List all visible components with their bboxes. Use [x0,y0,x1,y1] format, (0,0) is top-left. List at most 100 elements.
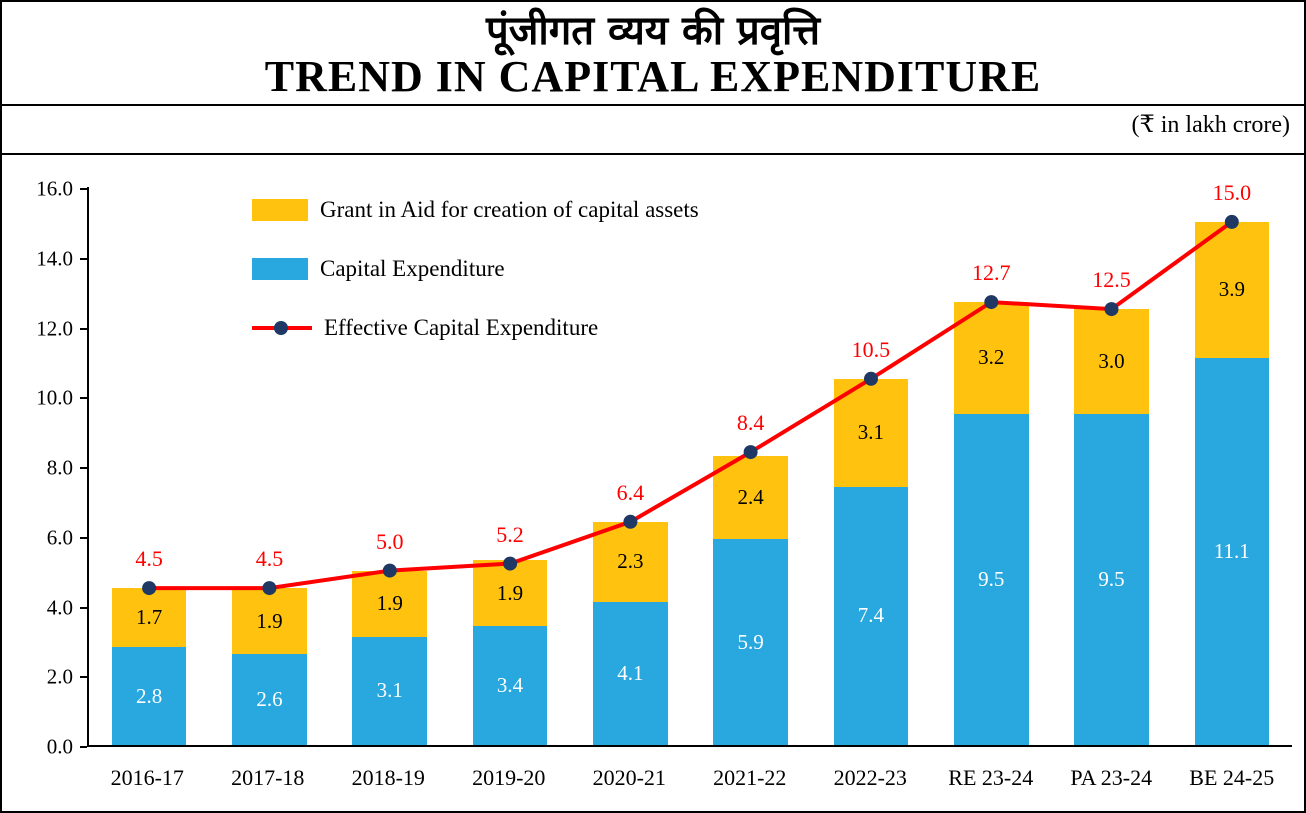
stacked-bar: 3.1 7.4 [833,378,909,745]
capex-value-label: 7.4 [857,603,885,628]
x-axis-label: 2018-19 [351,765,425,790]
x-axis-label: RE 23-24 [948,765,1034,790]
y-axis-label: 0.0 [46,734,73,759]
capex-value-label: 3.4 [496,673,524,698]
y-axis-label: 10.0 [36,385,73,410]
capex-value-label: 2.6 [256,687,283,712]
effective-value-label: 4.5 [255,546,284,572]
grant-value-label: 1.9 [376,591,403,616]
x-axis-label: PA 23-24 [1070,765,1153,790]
capex-bar-segment: 9.5 [1074,413,1149,745]
grant-value-label: 3.1 [857,420,885,445]
y-axis-label: 2.0 [46,664,73,689]
effective-value-label: 15.0 [1212,179,1252,205]
chart-area: 0.0 2.0 4.0 6.0 8.0 10.0 12.0 14.0 16.0 4.5 1.7 2.… [2,153,1304,811]
bar-column: 12.5 3.0 9.5 [1051,187,1171,745]
grant-bar-segment: 3.9 [1194,221,1270,358]
bar-column: 12.7 3.2 9.5 [931,187,1051,745]
effective-value-label: 12.7 [971,260,1011,286]
stacked-bar: 3.9 11.1 [1194,221,1270,745]
x-axis-label: 2020-21 [592,765,666,790]
y-axis-tick [80,606,87,609]
effective-value-label: 5.0 [375,528,404,554]
capex-bar-segment: 9.5 [953,413,1029,745]
unit-label: (₹ in lakh crore) [1131,112,1290,139]
legend-item-capex: Capital Expenditure [252,256,699,282]
legend: Grant in Aid for creation of capital ass… [252,197,699,341]
effective-value-label: 12.5 [1092,267,1131,293]
effective-line-icon [252,317,312,339]
grant-bar-segment: 3.1 [833,378,909,487]
x-axis-label: 2019-20 [472,765,546,790]
stacked-bar: 3.2 9.5 [953,302,1029,745]
chart-header: पूंजीगत व्यय की प्रवृत्ति TREND IN CAPIT… [2,2,1304,107]
x-axis-label: 2022-23 [833,765,907,790]
effective-value-label: 10.5 [851,336,891,362]
bar-column: 8.4 2.4 5.9 [690,187,810,745]
grant-value-label: 1.9 [496,580,524,605]
grant-value-label: 1.7 [136,605,163,630]
stacked-bar: 1.9 2.6 [232,588,307,745]
capex-value-label: 11.1 [1213,538,1250,563]
x-axis: 2016-17 2017-18 2018-19 2019-20 2020-21 2021-… [87,755,1292,791]
grant-swatch-icon [252,199,308,221]
grant-bar-segment: 1.9 [472,560,548,627]
effective-value-label: 5.2 [496,521,524,547]
y-axis-label: 14.0 [36,246,73,271]
capex-bar-segment: 3.4 [472,626,548,745]
stacked-bar: 2.4 5.9 [713,455,788,745]
title-english: TREND IN CAPITAL EXPENDITURE [264,52,1042,101]
y-axis-label: 6.0 [46,525,73,550]
capex-bar-segment: 2.6 [232,654,307,745]
bar-column: 10.5 3.1 7.4 [811,187,931,745]
legend-item-grant: Grant in Aid for creation of capital ass… [252,197,699,223]
capex-value-label: 9.5 [978,566,1005,591]
y-axis-tick [80,536,87,539]
capex-bar-segment: 4.1 [593,602,668,745]
bar-column: 15.0 3.9 11.1 [1172,181,1292,745]
grant-bar-segment: 2.4 [713,455,788,540]
y-axis-tick [80,746,87,748]
capex-bar-segment: 5.9 [713,539,788,745]
x-axis-label: 2021-22 [713,765,787,790]
capex-bar-segment: 11.1 [1194,357,1270,745]
y-axis-tick [80,188,87,190]
effective-value-label: 4.5 [135,546,163,572]
capex-value-label: 5.9 [737,629,764,654]
legend-item-effective: Effective Capital Expenditure [252,315,699,341]
grant-bar-segment: 1.7 [111,588,187,648]
capex-bar-segment: 7.4 [833,486,909,745]
y-axis-tick [80,257,87,260]
capex-swatch-icon [252,258,308,280]
grant-bar-segment: 1.9 [232,588,307,655]
capex-value-label: 2.8 [136,683,163,708]
stacked-bar: 2.3 4.1 [593,521,668,745]
title-hindi: पूंजीगत व्यय की प्रवृत्ति [485,8,821,54]
capex-value-label: 3.1 [376,678,403,703]
grant-bar-segment: 3.0 [1074,309,1149,414]
stacked-bar: 3.0 9.5 [1074,309,1149,745]
grant-bar-segment: 1.9 [352,570,428,637]
x-axis-label: 2016-17 [110,765,184,790]
y-axis-label: 8.0 [46,455,73,480]
stacked-bar: 1.9 3.1 [352,570,428,745]
grant-bar-segment: 3.2 [953,302,1029,414]
legend-label-effective: Effective Capital Expenditure [324,315,599,340]
capex-value-label: 4.1 [617,661,644,685]
grant-value-label: 3.9 [1218,277,1245,302]
y-axis-label: 16.0 [36,176,73,201]
capex-bar-segment: 2.8 [111,647,187,745]
grant-value-label: 1.9 [256,608,283,633]
y-axis: 0.0 2.0 4.0 6.0 8.0 10.0 12.0 14.0 16.0 [2,177,87,759]
bar-column: 4.5 1.7 2.8 [89,187,209,745]
grant-bar-segment: 2.3 [593,521,668,603]
plot-area: 4.5 1.7 2.8 4.5 1.9 2.6 5.0 1.9 3.1 5.2 1.9 3.4 6.4 2… [87,181,1292,747]
y-axis-label: 4.0 [46,595,73,619]
grant-value-label: 2.4 [737,484,764,509]
grant-value-label: 3.2 [978,345,1005,370]
y-axis-tick [80,397,87,400]
legend-label-capex: Capital Expenditure [320,256,505,281]
stacked-bar: 1.9 3.4 [472,560,548,745]
y-axis-label: 12.0 [36,316,73,340]
